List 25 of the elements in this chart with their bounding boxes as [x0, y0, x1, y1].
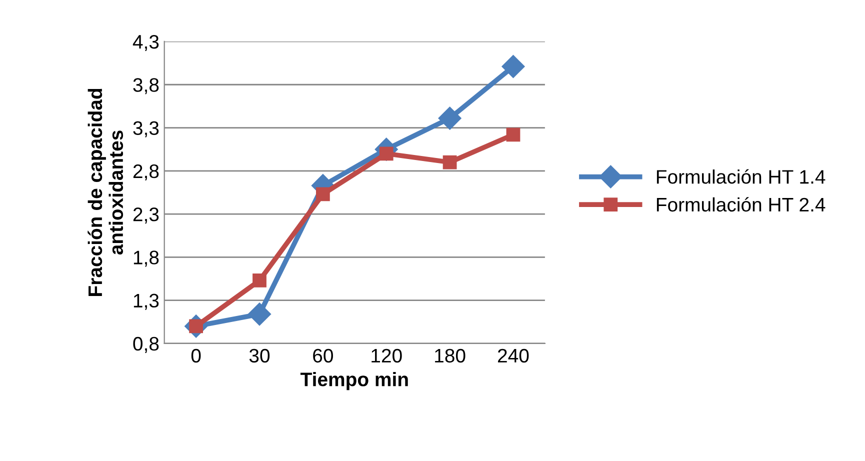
x-tick-label: 180: [435, 348, 466, 363]
y-tick-label: 4,3: [132, 34, 159, 52]
x-tick-label: 0: [191, 348, 201, 363]
y-tick-label: 1,3: [134, 294, 159, 310]
x-tick-label: 60: [313, 348, 333, 363]
point: [252, 274, 266, 288]
y-tick-label: 0,8: [133, 336, 159, 353]
point: [438, 106, 462, 130]
x-axis-title: Tiempo min: [300, 372, 408, 390]
y-tick-label: 3,8: [133, 78, 159, 94]
y-tick-label: 2,8: [133, 164, 159, 180]
legend-label: Formulación HT 2.4: [656, 197, 826, 212]
x-tick-label: 240: [498, 348, 529, 363]
point: [442, 155, 457, 170]
point: [316, 187, 330, 202]
x-tick-label: 120: [372, 348, 402, 363]
point: [506, 128, 520, 142]
y-axis-title: Fracción de capacidad antioxidantes: [88, 88, 124, 296]
y-tick-label: 1,8: [134, 250, 159, 267]
legend-label: Formulación HT 1.4: [656, 169, 826, 184]
x-tick-label: 30: [249, 348, 270, 363]
point: [248, 302, 271, 326]
y-tick-label: 3,3: [133, 121, 159, 138]
point: [502, 55, 525, 78]
y-tick-label: 2,3: [133, 208, 159, 224]
